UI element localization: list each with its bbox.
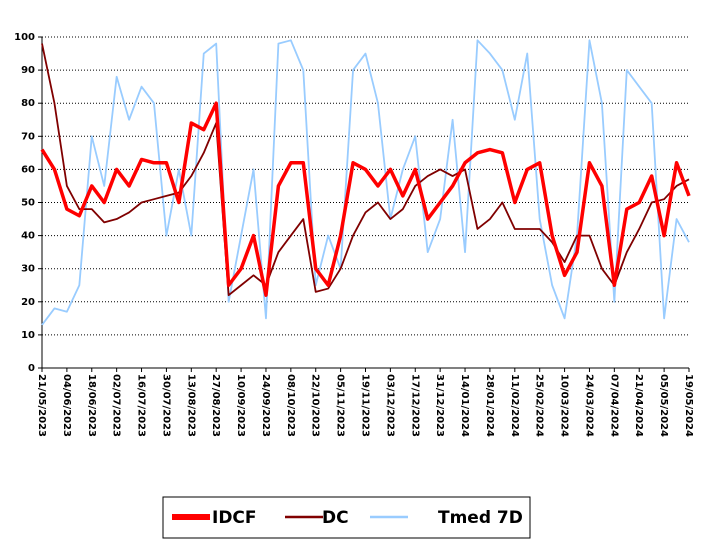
y-tick-label: 70 xyxy=(21,131,35,142)
x-tick-label: 28/01/2024 xyxy=(484,374,495,437)
x-tick-label: 08/10/2023 xyxy=(285,374,296,437)
x-tick-label: 30/07/2023 xyxy=(160,374,171,437)
x-tick-label: 10/03/2024 xyxy=(559,374,570,437)
x-tick-label: 07/04/2024 xyxy=(608,374,619,437)
x-tick-label: 22/10/2023 xyxy=(310,374,321,437)
x-tick-label: 19/05/2024 xyxy=(683,374,694,437)
x-tick-label: 13/08/2023 xyxy=(185,374,196,437)
x-tick-label: 05/05/2024 xyxy=(658,374,669,437)
x-tick-label: 19/11/2023 xyxy=(360,374,371,437)
line xyxy=(41,43,690,297)
y-tick-label: 30 xyxy=(21,264,35,275)
x-tick-label: 18/06/2023 xyxy=(86,374,97,437)
y-tick-label: 60 xyxy=(21,164,35,175)
x-tick-label: 05/11/2023 xyxy=(335,374,346,437)
x-tick-label: 25/02/2024 xyxy=(534,374,545,437)
x-tick-label: 24/09/2023 xyxy=(260,374,271,437)
y-tick-label: 10 xyxy=(21,330,35,341)
legend: IDCF DC Tmed 7D xyxy=(162,496,531,539)
legend-label: Tmed 7D xyxy=(438,508,523,528)
x-tick-label: 17/12/2023 xyxy=(409,374,420,437)
x-tick-label: 21/05/2023 xyxy=(36,374,47,437)
legend-label: IDCF xyxy=(212,508,257,528)
line xyxy=(41,39,690,326)
x-tick-label: 04/06/2023 xyxy=(61,374,72,437)
y-tick-label: 80 xyxy=(21,98,35,109)
y-tick-label: 100 xyxy=(14,32,35,43)
x-tick-label: 24/03/2024 xyxy=(583,374,594,437)
y-tick-label: 20 xyxy=(21,297,35,308)
y-tick-label: 0 xyxy=(28,363,35,374)
legend-box xyxy=(162,496,531,539)
line xyxy=(40,101,691,297)
x-tick-label: 02/07/2023 xyxy=(111,374,122,437)
x-tick-label: 31/12/2023 xyxy=(434,374,445,437)
x-tick-label: 03/12/2023 xyxy=(384,374,395,437)
x-tick-label: 10/09/2023 xyxy=(235,374,246,437)
y-tick-label: 50 xyxy=(21,198,35,209)
x-tick-label: 11/02/2024 xyxy=(509,374,520,437)
legend-label: DC xyxy=(322,508,349,528)
x-tick-label: 16/07/2023 xyxy=(136,374,147,437)
x-tick-label: 21/04/2024 xyxy=(633,374,644,437)
x-tick-label: 14/01/2024 xyxy=(459,374,470,437)
y-tick-label: 90 xyxy=(21,65,35,76)
x-tick-label: 27/08/2023 xyxy=(210,374,221,437)
y-tick-label: 40 xyxy=(21,231,35,242)
